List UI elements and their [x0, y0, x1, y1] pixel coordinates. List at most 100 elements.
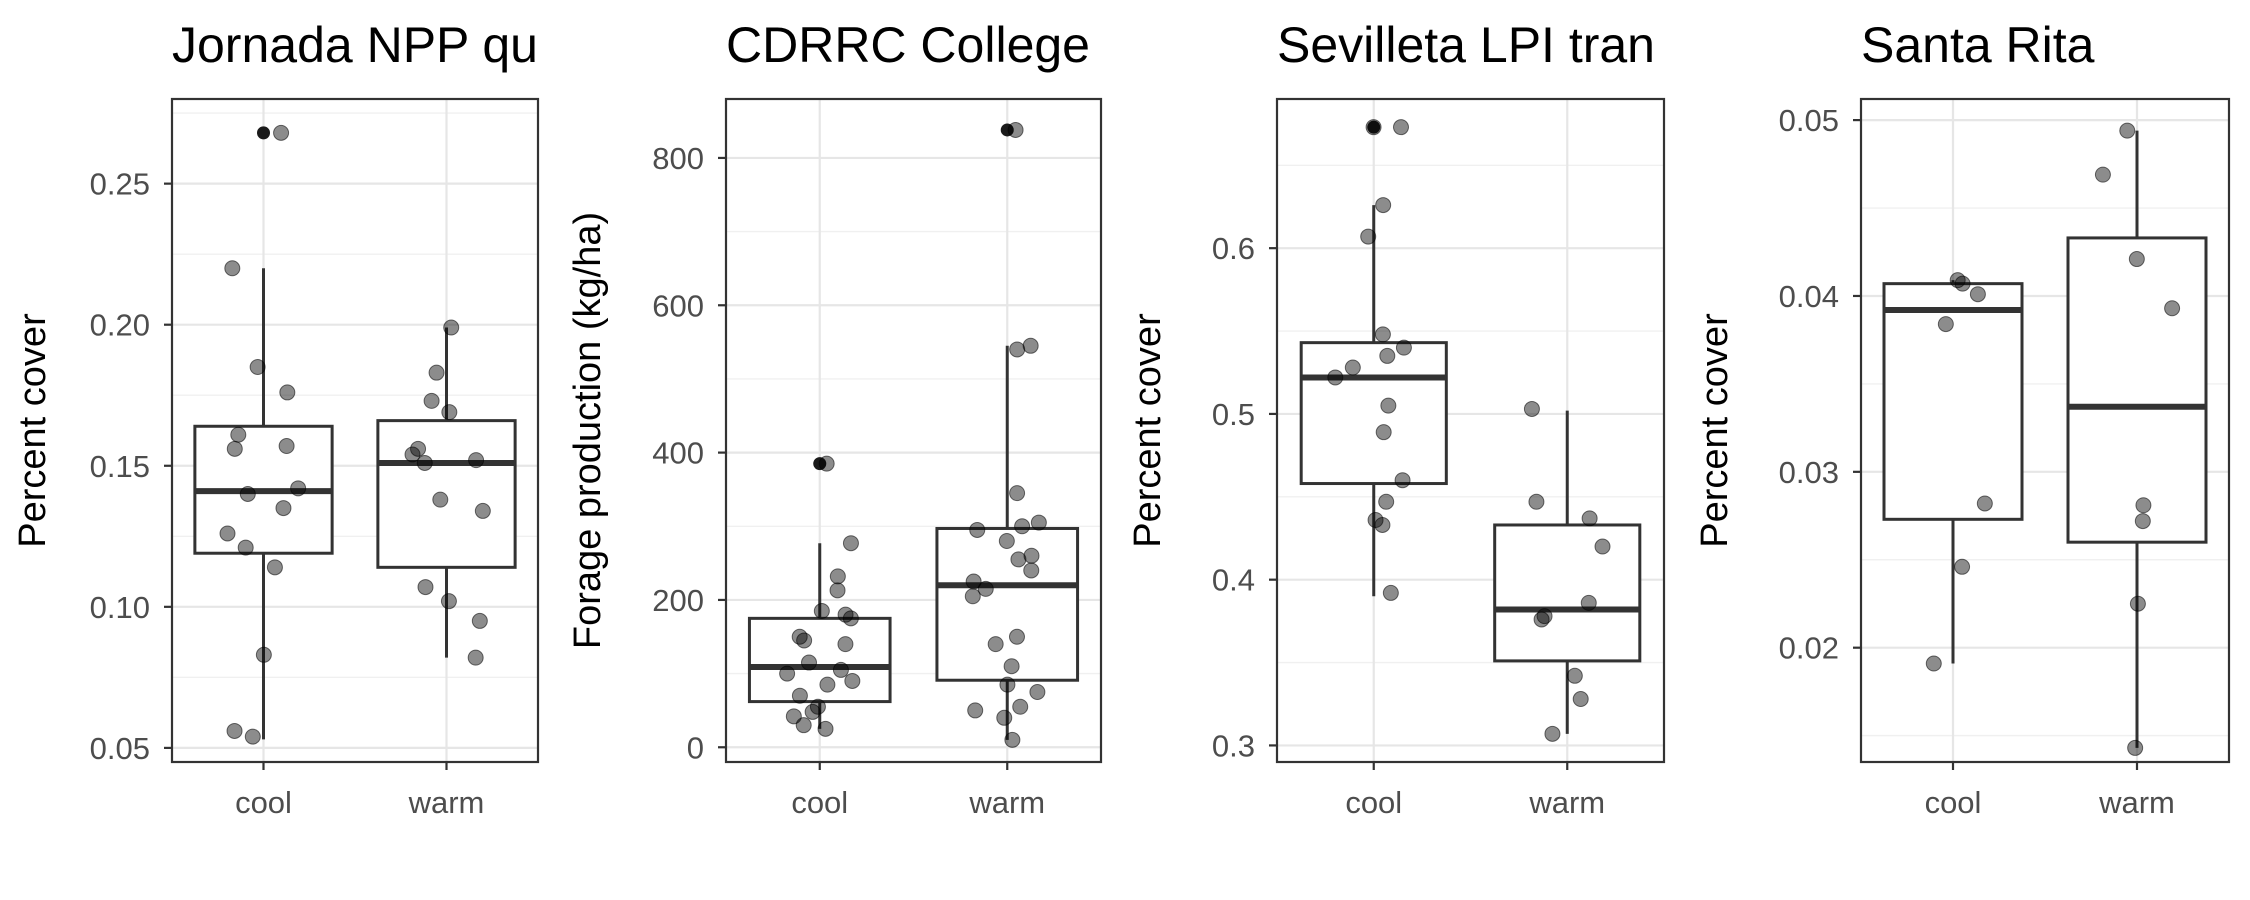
data-point [1365, 119, 1382, 136]
data-point [818, 455, 835, 472]
x-tick-label: cool [791, 785, 848, 820]
data-point [1374, 326, 1391, 343]
y-tick-label: 0.20 [90, 308, 150, 343]
data-point [791, 687, 808, 704]
data-point [468, 452, 485, 469]
data-point [279, 384, 296, 401]
data-point [1523, 400, 1540, 417]
box-cool [1299, 120, 1448, 597]
data-point [1360, 228, 1377, 245]
y-tick-label: 0 [687, 730, 704, 765]
data-point [2134, 513, 2151, 530]
data-point [467, 649, 484, 666]
data-point [795, 717, 812, 734]
data-point [440, 593, 457, 610]
panel-1: 0.05 0.10 0.15 0.20 0.25 cool warm Percent cove… [12, 17, 540, 820]
x-tick-label: cool [1345, 785, 1402, 820]
data-point [2094, 166, 2111, 183]
data-point [1010, 551, 1027, 568]
y-axis-title: Percent cover [12, 313, 54, 548]
data-point [813, 602, 830, 619]
data-point [428, 364, 445, 381]
outlier-point [1000, 123, 1014, 137]
data-point [987, 636, 1004, 653]
y-tick-label: 0.02 [1779, 631, 1839, 666]
data-point [471, 612, 488, 629]
x-tick-label: cool [1925, 785, 1982, 820]
panel-title: Santa Rita [1861, 17, 2095, 73]
y-tick-label: 0.04 [1779, 279, 1839, 314]
y-tick-label: 400 [652, 436, 704, 471]
y-tick-label: 0.03 [1779, 455, 1839, 490]
data-point [832, 661, 849, 678]
data-point [1976, 495, 1993, 512]
data-point [1374, 516, 1391, 533]
box-warm [935, 123, 1080, 740]
data-point [237, 539, 254, 556]
data-point [1004, 731, 1021, 748]
data-point [1378, 493, 1395, 510]
data-point [817, 720, 834, 737]
x-tick-label: warm [2098, 785, 2175, 820]
data-point [1528, 493, 1545, 510]
data-point [2129, 595, 2146, 612]
x-tick-label: warm [1528, 785, 1605, 820]
y-axis-title: Percent cover [1694, 313, 1736, 548]
data-point [244, 728, 261, 745]
y-axis-title: Percent cover [1127, 313, 1169, 548]
panel-3: 0.3 0.4 0.5 0.6 cool warm Percent cover Seville… [1127, 17, 1666, 820]
data-point [2135, 497, 2152, 514]
y-tick-label: 0.15 [90, 449, 150, 484]
data-point [1382, 584, 1399, 601]
panel-title: Sevilleta LPI tran [1277, 17, 1655, 73]
data-point [844, 672, 861, 689]
data-point [423, 392, 440, 409]
data-point [1380, 397, 1397, 414]
data-point [977, 580, 994, 597]
data-point [969, 521, 986, 538]
data-point [1379, 347, 1396, 364]
data-point [239, 485, 256, 502]
data-point [249, 359, 266, 376]
data-point [1937, 316, 1954, 333]
y-axis-title: Forage production (kg/ha) [567, 212, 609, 649]
y-tick-label: 0.05 [90, 731, 150, 766]
data-point [2128, 251, 2145, 268]
y-tick-label: 0.6 [1212, 231, 1255, 266]
data-point [1375, 424, 1392, 441]
box-cool [747, 457, 892, 729]
data-point [1007, 121, 1024, 138]
data-point [1003, 658, 1020, 675]
data-point [819, 676, 836, 693]
y-tick-label: 800 [652, 141, 704, 176]
box-iqr [747, 616, 892, 704]
data-point [996, 709, 1013, 726]
box-warm [1493, 410, 1642, 734]
data-point [1022, 337, 1039, 354]
data-point [999, 676, 1016, 693]
data-point [801, 654, 818, 671]
data-point [226, 440, 243, 457]
data-point [837, 636, 854, 653]
x-tick-label: cool [235, 785, 292, 820]
data-point [842, 535, 859, 552]
box-cool [193, 126, 334, 740]
x-tick-label: warm [408, 785, 485, 820]
data-point [273, 124, 290, 141]
data-point [1014, 518, 1031, 535]
data-point [1954, 275, 1971, 292]
data-point [1394, 472, 1411, 489]
y-tick-label: 600 [652, 288, 704, 323]
data-point [417, 579, 434, 596]
y-tick-label: 0.10 [90, 590, 150, 625]
data-point [432, 491, 449, 508]
data-point [278, 438, 295, 455]
box-warm [2066, 130, 2208, 748]
data-point [1009, 485, 1026, 502]
data-point [443, 319, 460, 336]
data-point [1375, 197, 1392, 214]
data-point [1029, 684, 1046, 701]
data-point [1009, 341, 1026, 358]
data-point [1925, 655, 1942, 672]
panel-2: 0 200 400 600 800 cool warm Forage production (… [567, 17, 1103, 820]
